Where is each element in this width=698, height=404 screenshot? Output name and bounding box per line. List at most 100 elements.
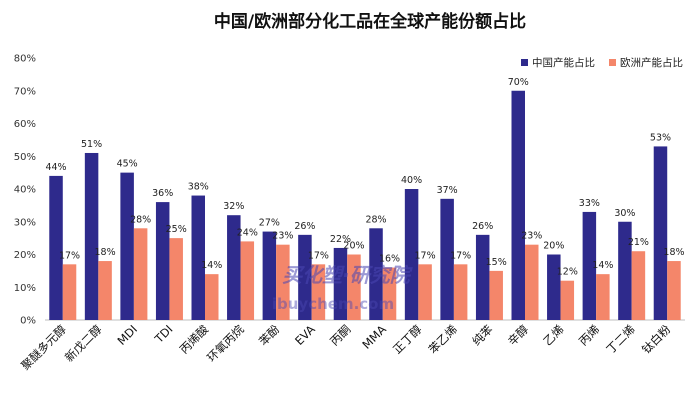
data-label-europe: 16% <box>379 254 400 265</box>
legend: 中国产能占比 欧洲产能占比 <box>521 56 683 69</box>
legend-label: 欧洲产能占比 <box>620 56 683 69</box>
data-label-europe: 17% <box>415 250 436 261</box>
data-label-europe: 14% <box>201 260 222 271</box>
legend-label: 中国产能占比 <box>532 56 595 69</box>
bar-china <box>155 202 170 320</box>
data-label-china: 20% <box>543 241 564 252</box>
data-label-europe: 17% <box>450 250 471 261</box>
category-label: TDI <box>151 322 175 346</box>
data-label-china: 37% <box>437 185 458 196</box>
watermark-url: ibuychem.com <box>272 295 394 313</box>
category-label: 聚醚多元醇 <box>18 322 69 373</box>
category-label: 丙酮 <box>327 322 353 348</box>
bar-europe <box>489 270 503 320</box>
y-tick-label: 0% <box>20 316 36 327</box>
bar-china <box>120 172 134 320</box>
data-label-china: 36% <box>152 188 173 199</box>
chart-title: 中国/欧洲部分化工品在全球产能份额占比 <box>214 11 526 32</box>
watermark: 买化塑·研究院 ibuychem.com <box>272 263 414 313</box>
data-label-europe: 14% <box>592 260 613 271</box>
data-label-china: 22% <box>330 234 351 245</box>
bar-europe <box>453 264 468 320</box>
legend-swatch <box>521 59 528 66</box>
bar-china <box>369 228 383 320</box>
category-label: MDI <box>114 322 140 348</box>
y-tick-label: 30% <box>14 217 36 228</box>
bar-europe <box>311 264 326 320</box>
bar-europe <box>276 244 290 320</box>
category-label: 纯苯 <box>469 322 496 349</box>
data-label-china: 53% <box>650 132 671 143</box>
y-tick-label: 10% <box>14 283 36 294</box>
data-label-europe: 20% <box>343 241 364 252</box>
bar-china <box>49 175 63 320</box>
data-label-europe: 17% <box>59 250 80 261</box>
data-label-europe: 15% <box>486 257 507 268</box>
category-label: 新戊二醇 <box>62 322 105 365</box>
bar-europe <box>631 251 646 320</box>
data-label-china: 27% <box>259 218 280 229</box>
data-label-europe: 18% <box>95 247 116 258</box>
bar-europe <box>133 228 148 320</box>
bar-europe <box>169 238 183 320</box>
data-label-europe: 21% <box>628 237 649 248</box>
bar-europe <box>596 274 610 320</box>
data-label-china: 45% <box>117 159 138 170</box>
data-label-china: 44% <box>45 162 66 173</box>
bar-china <box>475 234 490 320</box>
category-label: 丙烯酸 <box>177 322 212 357</box>
data-label-china: 28% <box>365 214 386 225</box>
data-label-china: 26% <box>294 221 315 232</box>
watermark-text: 买化塑·研究院 <box>282 263 414 287</box>
category-label: EVA <box>292 322 318 348</box>
bar-china <box>298 234 312 320</box>
data-label-europe: 17% <box>308 250 329 261</box>
bar-china <box>191 195 205 320</box>
category-label: 钛白粉 <box>639 322 674 357</box>
category-label: 苯酚 <box>256 322 283 349</box>
category-label: 乙烯 <box>541 322 567 348</box>
y-tick-label: 20% <box>14 250 36 261</box>
bar-europe <box>98 261 112 320</box>
data-label-europe: 25% <box>166 224 187 235</box>
y-tick-label: 50% <box>14 152 36 163</box>
y-tick-label: 40% <box>14 185 36 196</box>
bar-europe <box>62 264 77 320</box>
data-label-china: 38% <box>188 182 209 193</box>
y-tick-label: 70% <box>14 86 36 97</box>
data-label-europe: 23% <box>272 231 293 242</box>
legend-swatch <box>609 59 616 66</box>
bar-europe <box>347 254 361 320</box>
data-labels: 44% 17% 51% 18% 45% 28% 36% 25% 38% 14% 32% 24%27% 2… <box>45 77 684 278</box>
bar-china <box>582 211 597 320</box>
bar-china <box>653 146 668 320</box>
data-label-europe: 24% <box>237 227 258 238</box>
bar-china <box>511 90 525 320</box>
category-label: 丁二烯 <box>603 322 637 356</box>
category-label: 辛醇 <box>505 322 532 349</box>
y-tick-label: 60% <box>14 119 36 130</box>
y-axis: 0% 10% 20% 30% 40% 50% 60% 70% 80% <box>14 54 685 327</box>
bar-europe <box>525 244 539 320</box>
bar-europe <box>418 264 432 320</box>
category-label: 苯乙烯 <box>426 322 460 356</box>
data-label-china: 40% <box>401 175 422 186</box>
bar-europe <box>205 274 219 320</box>
data-label-china: 32% <box>223 201 244 212</box>
data-label-china: 26% <box>472 221 493 232</box>
data-label-china: 30% <box>614 208 635 219</box>
data-label-china: 70% <box>508 77 529 88</box>
bar-europe <box>560 280 575 320</box>
data-label-europe: 23% <box>521 231 542 242</box>
bar-china <box>440 198 454 320</box>
bar-china <box>547 254 561 320</box>
category-label: MMA <box>359 322 389 352</box>
bar-china <box>333 247 348 320</box>
data-label-europe: 12% <box>557 267 578 278</box>
data-label-china: 33% <box>579 198 600 209</box>
bar-china <box>262 231 277 320</box>
bar-china <box>227 215 241 320</box>
